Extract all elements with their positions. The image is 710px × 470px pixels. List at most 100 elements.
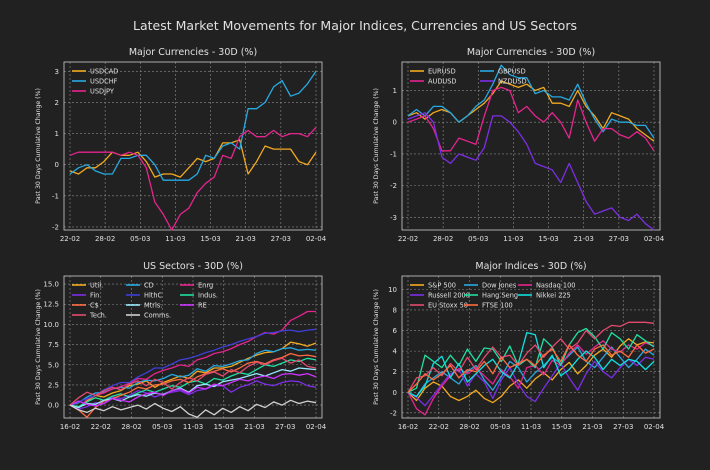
x-tick-label: 28-02 [433,235,453,243]
x-tick-label: 27-03 [275,423,295,431]
legend-label: RE [198,302,207,310]
y-tick-label: 0 [393,119,397,127]
series-line-usdcad [69,139,317,178]
series-line-comms- [69,399,317,418]
x-tick-label: 22-02 [91,423,111,431]
axes-frame [401,275,661,419]
y-tick-label: -1 [52,192,59,200]
legend-label: USDCHF [90,78,118,86]
legend-label: USDJPY [90,88,115,96]
legend-label: AUDUSD [428,78,457,86]
x-tick-label: 21-03 [236,235,256,243]
y-tick-label: 10 [388,286,397,294]
x-tick-label: 05-03 [468,235,488,243]
y-tick-label: -3 [390,214,397,222]
x-tick-label: 16-02 [60,423,80,431]
series-line-nikkei-225 [407,331,655,398]
legend-label: Indus. [198,292,218,300]
y-tick-label: 2.5 [48,381,59,389]
legend-label: Fin [90,292,99,300]
x-tick-label: 15-03 [200,235,220,243]
legend: Util. CD Enrg Fin HlthC Indus. C$ Mtrls. RE Tech.… [72,282,218,320]
x-tick-label: 02-04 [644,235,665,243]
x-tick-label: 05-03 [130,235,150,243]
x-tick-label: 15-03 [214,423,234,431]
series-line-hang-seng [407,327,655,393]
x-tick-label: 15-03 [538,235,558,243]
x-tick-label: 11-03 [503,235,523,243]
y-axis-label: Past 30 Days Cumulative Change (%) [373,88,380,204]
legend-label: HlthC [144,292,163,300]
legend-label: NZDUSD [498,78,527,86]
legend-label: S&P 500 [428,282,456,290]
legend-label: Russell 2000 [428,292,470,300]
x-tick-label: 28-02 [459,423,479,431]
x-tick-label: 27-03 [613,423,633,431]
x-tick-label: 16-02 [398,423,418,431]
y-tick-label: 12.5 [43,301,59,309]
figure-title: Latest Market Movements for Major Indice… [133,18,577,33]
y-tick-label: -2 [52,223,59,231]
legend-label: GBPUSD [498,68,526,76]
series-line-enrg [69,310,316,409]
y-tick-label: 2 [55,99,59,107]
x-tick-label: 21-03 [244,423,264,431]
x-tick-label: 27-03 [271,235,291,243]
series-line-usdjpy [69,126,317,231]
legend-label: Util. [90,282,103,290]
y-tick-label: 6 [393,327,398,335]
legend-label: Mtrls. [144,302,162,310]
series-line-gbpusd [407,64,655,139]
x-tick-label: 11-03 [165,235,185,243]
series-line-hlthc [69,328,317,406]
chart-title: US Sectors - 30D (%) [143,261,243,272]
x-tick-label: 05-03 [152,423,172,431]
legend-label: USDCAD [90,68,118,76]
y-axis-label: Past 30 Days Cumulative Change (%) [373,289,380,405]
y-tick-label: 7.5 [48,341,59,349]
series-line-usdchf [69,70,317,181]
legend-label: Comms. [144,312,171,320]
series-line-fin [69,380,317,410]
y-axis-label: Past 30 Days Cumulative Change (%) [35,88,42,204]
chart-panel-3: 0.0 2.5 5.0 7.5 10.0 12.5 15.0 16-02 22-02 28-02 0… [35,261,327,431]
chart-title: Major Indices - 30D (%) [475,261,586,272]
x-tick-label: 02-04 [306,423,327,431]
x-tick-label: 11-03 [521,423,541,431]
legend-label: Hang Seng [482,292,518,300]
series-line-audusd [407,86,655,152]
y-tick-label: 15.0 [43,281,59,289]
x-tick-label: 02-04 [644,423,665,431]
y-tick-label: 10.0 [43,321,59,329]
chart-panel-1: -2 -1 0 1 2 3 22-02 28-02 05-03 11-03 15-03 21-03 27… [35,47,327,243]
series-line-nzdusd [407,112,655,231]
x-tick-label: 22-02 [60,235,80,243]
axes-frame [63,275,323,419]
y-tick-label: 1 [393,87,397,95]
series-line-eu-stoxx-50 [407,321,655,393]
y-tick-label: 2 [393,368,397,376]
x-tick-label: 21-03 [574,235,594,243]
y-tick-label: -2 [390,182,397,190]
legend-label: Nikkei 225 [536,292,571,300]
y-tick-label: 8 [393,306,397,314]
y-axis-label: Past 30 Days Cumulative Change (%) [35,289,42,405]
axes-frame [401,61,661,231]
legend-label: Tech. [89,312,107,320]
series-line-tech- [69,357,317,406]
legend-label: EURUSD [428,68,456,76]
legend-label: Nasdaq 100 [536,282,576,290]
chart-panel-4: -2 0 2 4 6 8 10 16-02 22-02 28-02 05-03 11-03 15-03 2… [373,261,665,431]
y-tick-label: 4 [393,348,398,356]
x-tick-label: 05-03 [490,423,510,431]
x-tick-label: 02-04 [306,235,327,243]
legend: USDCAD USDCHF USDJPY [72,68,118,96]
chart-panel-2: -3 -2 -1 0 1 22-02 28-02 05-03 11-03 15-03 21-03 27… [373,47,665,243]
x-tick-label: 27-03 [609,235,629,243]
x-tick-label: 21-03 [582,423,602,431]
series-line-re [69,372,317,407]
chart-title: Major Currencies - 30D (%) [129,47,257,58]
y-tick-label: 0.0 [48,402,59,410]
legend-label: CD [144,282,154,290]
